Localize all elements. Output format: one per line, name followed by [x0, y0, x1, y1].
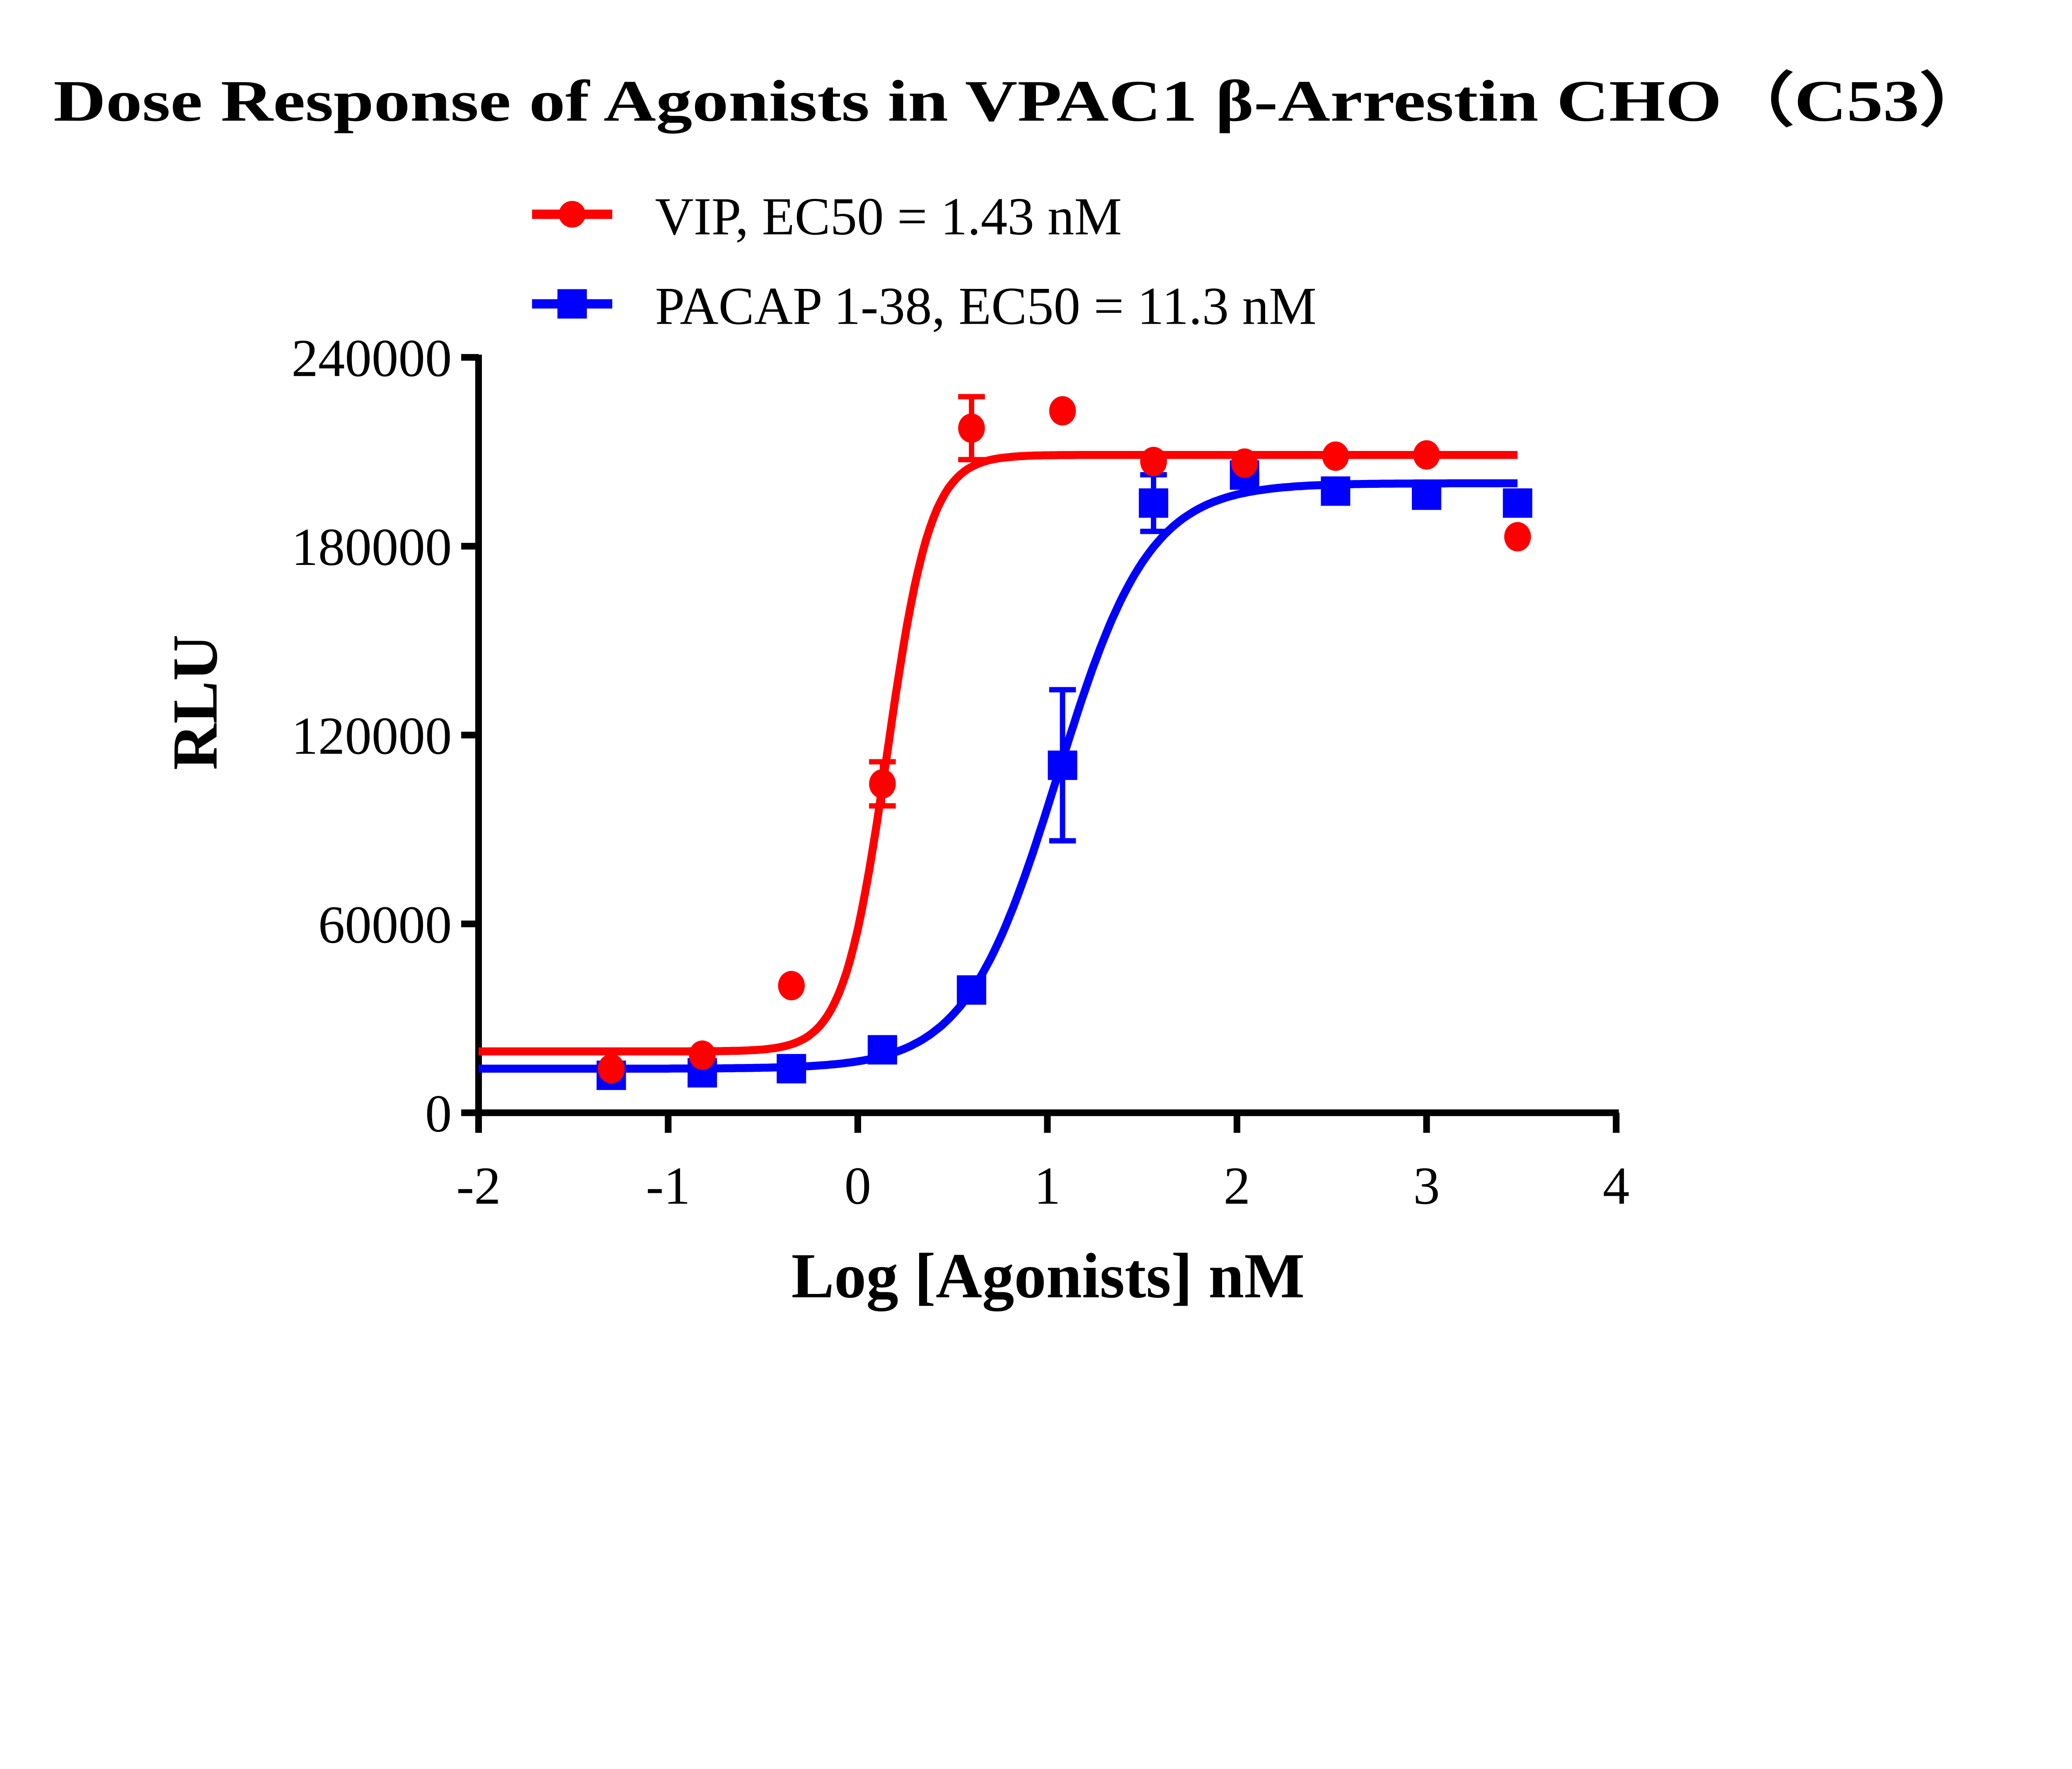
- y-tick-label: 180000: [291, 517, 452, 577]
- y-axis-label: RLU: [160, 635, 231, 770]
- data-point-pacap: [1139, 488, 1169, 518]
- x-axis-label: Log [Agonists] nM: [792, 1241, 1305, 1311]
- data-point-vip: [1413, 440, 1440, 470]
- x-tick-label: 1: [1034, 1156, 1061, 1215]
- chart-title: Dose Response of Agonists in VPAC1 β-Arr…: [53, 68, 1992, 133]
- fit-curve-vip: [478, 451, 1518, 1056]
- legend-marker-pacap: [557, 289, 587, 319]
- data-point-pacap: [1503, 488, 1532, 518]
- legend-marker-vip: [559, 201, 586, 228]
- data-point-pacap: [777, 1054, 806, 1083]
- y-axis: 0 60000 120000 180000 240000: [291, 328, 482, 1143]
- data-point-vip: [1322, 441, 1349, 471]
- y-tick-label: 240000: [291, 328, 452, 388]
- data-point-vip: [958, 413, 985, 443]
- data-point-vip: [1231, 448, 1258, 478]
- x-tick-label: 4: [1603, 1156, 1630, 1215]
- x-tick-label: 3: [1413, 1156, 1440, 1215]
- legend-item-pacap: PACAP 1-38, EC50 = 11.3 nM: [532, 276, 1317, 335]
- data-point-vip: [598, 1054, 625, 1083]
- data-point-vip: [1049, 396, 1076, 426]
- legend-label-pacap: PACAP 1-38, EC50 = 11.3 nM: [655, 276, 1317, 335]
- data-point-pacap: [867, 1035, 897, 1065]
- legend: VIP, EC50 = 1.43 nM PACAP 1-38, EC50 = 1…: [532, 187, 1317, 335]
- data-point-vip: [778, 971, 805, 1001]
- data-point-vip: [689, 1040, 716, 1070]
- y-tick-label: 0: [425, 1084, 452, 1143]
- legend-item-vip: VIP, EC50 = 1.43 nM: [532, 187, 1122, 246]
- y-tick-label: 60000: [318, 895, 452, 954]
- x-axis: -2 -1 0 1 2 3 4: [456, 1109, 1630, 1215]
- data-point-pacap: [1411, 480, 1441, 510]
- data-point-pacap: [1321, 476, 1351, 506]
- x-tick-label: -2: [456, 1156, 501, 1215]
- x-tick-label: -1: [646, 1156, 690, 1215]
- data-point-pacap: [956, 975, 986, 1005]
- data-point-pacap: [1048, 750, 1077, 780]
- data-point-vip: [1140, 447, 1167, 476]
- x-tick-label: 0: [845, 1156, 871, 1215]
- data-point-vip: [1504, 522, 1531, 552]
- dose-response-chart: Dose Response of Agonists in VPAC1 β-Arr…: [53, 68, 1992, 1311]
- x-tick-label: 2: [1224, 1156, 1251, 1215]
- y-tick-label: 120000: [291, 706, 452, 766]
- legend-label-vip: VIP, EC50 = 1.43 nM: [655, 187, 1122, 246]
- data-point-vip: [869, 769, 896, 799]
- fit-curve-pacap: [478, 479, 1518, 1073]
